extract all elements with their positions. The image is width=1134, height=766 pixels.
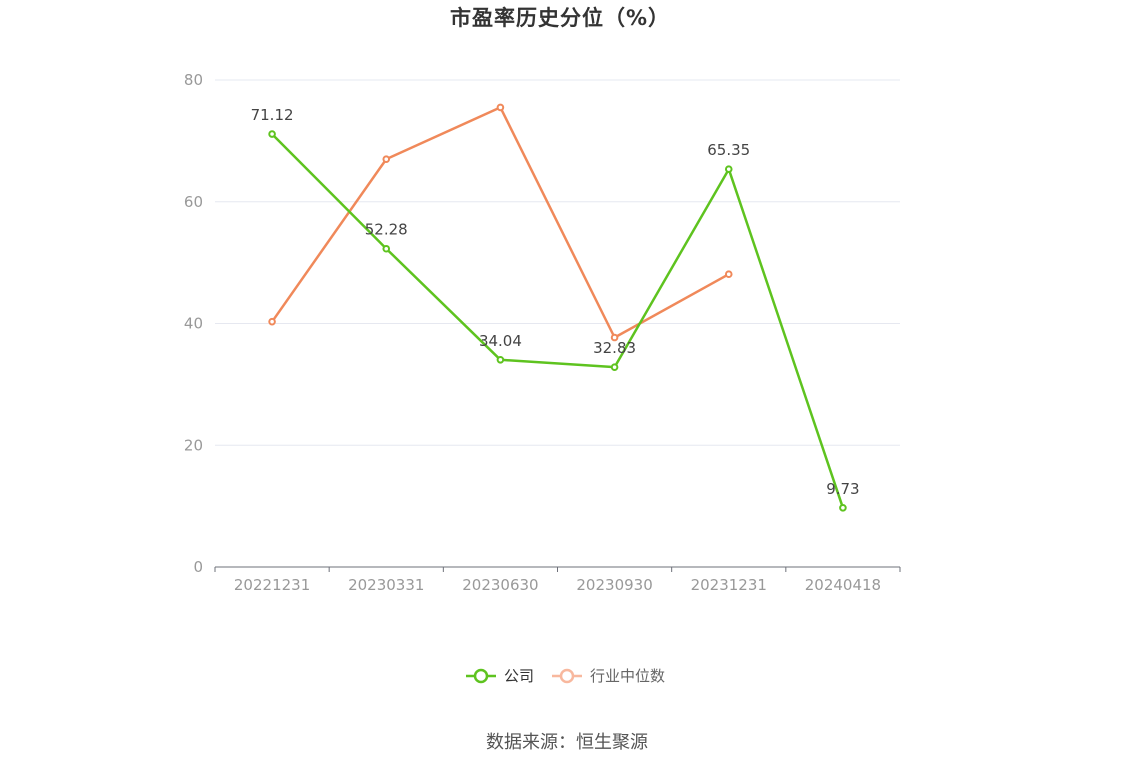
data-point	[496, 103, 505, 112]
legend-item-company: 公司	[466, 667, 534, 685]
data-label: 34.04	[479, 332, 522, 350]
chart-title: 市盈率历史分位（%）	[449, 6, 671, 30]
x-tick-label: 20240418	[805, 576, 881, 594]
legend-label: 行业中位数	[590, 667, 665, 685]
data-label: 71.12	[251, 106, 294, 124]
data-point	[724, 270, 733, 278]
data-label: 52.28	[365, 221, 408, 239]
data-point	[382, 244, 391, 253]
data-point	[268, 317, 276, 326]
label-layer: 71.12 52.28 34.04 32.83 65.35 9.73	[251, 106, 860, 498]
series-line-company	[271, 133, 845, 509]
x-tick-label: 20221231	[234, 576, 310, 594]
y-tick-label: 0	[193, 558, 203, 576]
y-tick-label: 80	[184, 71, 203, 89]
data-label: 32.83	[593, 339, 636, 357]
data-point	[610, 333, 619, 342]
data-point	[839, 503, 847, 512]
x-tick-label: 20230331	[348, 576, 424, 594]
source-note: 数据来源：恒生聚源	[486, 732, 648, 753]
x-tick-label: 20231231	[691, 576, 767, 594]
legend-item-industry-median: 行业中位数	[552, 667, 665, 685]
data-point	[610, 363, 619, 371]
legend-label: 公司	[504, 667, 534, 685]
x-tick-label: 20230930	[576, 576, 652, 594]
legend-swatch-marker	[559, 668, 575, 684]
data-label: 65.35	[707, 141, 750, 159]
series-line-industry-median	[271, 106, 730, 339]
data-point	[268, 130, 276, 138]
series-layer	[268, 103, 847, 512]
data-point	[496, 355, 505, 364]
y-tick-label: 60	[184, 193, 203, 211]
y-tick-label: 40	[184, 315, 203, 333]
y-tick-label: 20	[184, 436, 203, 454]
grid-layer	[215, 79, 900, 446]
legend-swatch-marker	[473, 668, 489, 684]
data-point	[724, 165, 733, 173]
data-label: 9.73	[826, 480, 859, 498]
x-tick-label: 20230630	[462, 576, 538, 594]
data-point	[382, 155, 391, 163]
legend: 公司 行业中位数	[466, 667, 665, 685]
axis-layer: 0 20 40 60 80 20221231 20230331 20230630 2023093…	[184, 71, 901, 594]
